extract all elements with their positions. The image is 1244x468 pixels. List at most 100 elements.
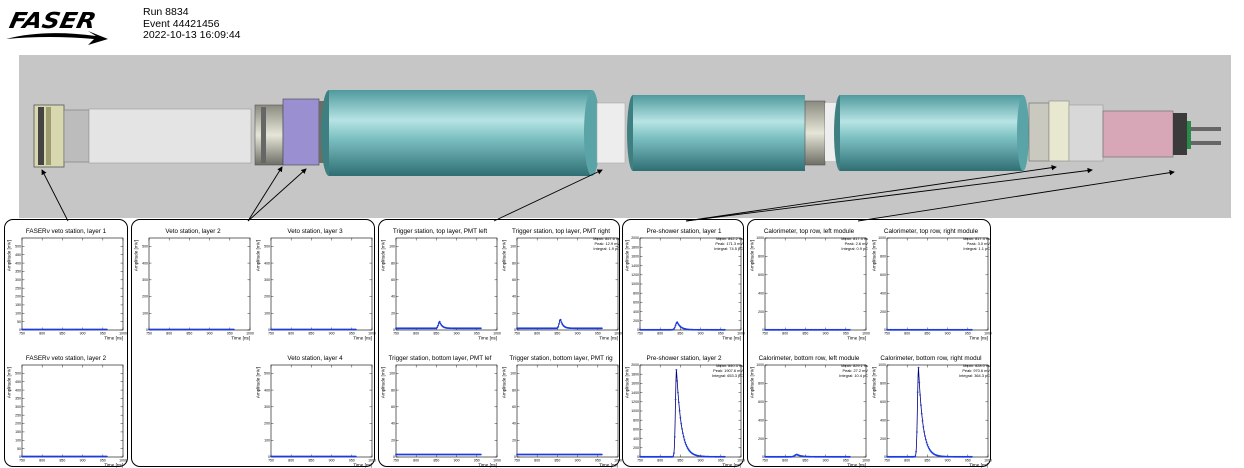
waveform-group: FASERν veto station, layer 1 0 50 100 150 200… bbox=[4, 219, 128, 468]
panel-title: Calorimeter, top row, right module bbox=[883, 228, 979, 235]
waveform-panel[interactable]: FASERν veto station, layer 2 0 50 100 150 200… bbox=[6, 355, 127, 468]
y-tick-label: 0 bbox=[514, 455, 516, 459]
waveform-panel[interactable]: Pre-shower station, layer 2 Mean: 840.3 n… bbox=[624, 355, 745, 468]
y-tick-label: 100 bbox=[389, 372, 395, 376]
x-axis-label: Time [ns] bbox=[599, 336, 618, 341]
y-tick-label: 400 bbox=[142, 261, 148, 265]
waveform-point bbox=[673, 452, 675, 455]
waveform-point bbox=[915, 450, 917, 453]
y-tick-label: 800 bbox=[758, 255, 764, 259]
plot-frame bbox=[764, 237, 867, 331]
y-tick-label: 20 bbox=[512, 438, 516, 442]
x-tick-label: 900 bbox=[207, 332, 213, 336]
x-tick-label: 750 bbox=[637, 459, 643, 463]
waveform-panel[interactable]: Calorimeter, bottom row, left module Mean… bbox=[749, 355, 870, 468]
waveform-panel[interactable]: Trigger station, bottom layer, PMT lef 0 2… bbox=[380, 355, 501, 468]
y-tick-label: 400 bbox=[758, 418, 764, 422]
waveform-panel[interactable]: Calorimeter, bottom row, right modul Mean… bbox=[871, 355, 992, 468]
y-tick-label: 400 bbox=[264, 261, 270, 265]
x-tick-label: 800 bbox=[782, 332, 788, 336]
y-tick-label: 0 bbox=[637, 328, 639, 332]
waveform-group: Veto station, layer 2 0 100 200 300 400 500 750… bbox=[131, 219, 376, 468]
x-tick-label: 800 bbox=[39, 459, 45, 463]
y-axis-label: Amplitude [mV] bbox=[625, 367, 630, 398]
y-tick-label: 0 bbox=[884, 455, 886, 459]
x-tick-label: 850 bbox=[802, 459, 808, 463]
y-tick-label: 200 bbox=[264, 295, 270, 299]
y-tick-label: 500 bbox=[264, 372, 270, 376]
y-tick-label: 800 bbox=[880, 382, 886, 386]
x-tick-label: 950 bbox=[100, 459, 106, 463]
x-tick-label: 850 bbox=[433, 332, 439, 336]
x-tick-label: 950 bbox=[349, 459, 355, 463]
y-tick-label: 600 bbox=[880, 400, 886, 404]
y-tick-label: 0 bbox=[884, 328, 886, 332]
x-tick-label: 850 bbox=[433, 459, 439, 463]
y-tick-label: 0 bbox=[637, 455, 639, 459]
panel-title: Pre-shower station, layer 1 bbox=[646, 228, 722, 235]
waveform-panel[interactable]: FASERν veto station, layer 1 0 50 100 150 200… bbox=[6, 228, 127, 341]
x-tick-label: 1000 bbox=[862, 459, 870, 463]
y-tick-label: 200 bbox=[264, 422, 270, 426]
x-tick-label: 850 bbox=[802, 332, 808, 336]
plot-frame bbox=[21, 364, 124, 458]
plot-frame bbox=[395, 237, 498, 331]
y-tick-label: 200 bbox=[633, 446, 639, 450]
waveform-point bbox=[928, 447, 930, 450]
stats-line: Peak: 171.3 mV bbox=[715, 240, 743, 246]
waveform-panel[interactable]: Calorimeter, top row, right module Mean: … bbox=[871, 228, 992, 341]
x-tick-label: 900 bbox=[945, 459, 951, 463]
y-axis-label: Amplitude [mV] bbox=[872, 240, 877, 271]
x-tick-label: 850 bbox=[677, 459, 683, 463]
x-axis-label: Time [ns] bbox=[478, 463, 497, 468]
stats-line: Mean: 857.6 ns bbox=[593, 236, 620, 241]
waveform-point bbox=[848, 455, 851, 458]
waveform-point bbox=[681, 432, 684, 435]
waveform-panel[interactable]: Veto station, layer 2 0 100 200 300 400 500 750… bbox=[133, 228, 254, 341]
stats-box: Mean: 829.1 ns Peak: 27.2 mV Integral: 10.… bbox=[839, 363, 868, 379]
waveform-panel[interactable]: Calorimeter, top row, left module Mean: 8… bbox=[749, 228, 870, 341]
waveform-point bbox=[684, 441, 687, 444]
waveform-panel[interactable]: Veto station, layer 3 0 100 200 300 400 500 750… bbox=[255, 228, 376, 341]
veto-stations bbox=[254, 98, 329, 166]
waveform-panel[interactable]: Trigger station, top layer, PMT left 0 20 4… bbox=[380, 228, 501, 341]
y-tick-label: 60 bbox=[512, 278, 516, 282]
waveform-point bbox=[437, 322, 440, 324]
y-tick-label: 80 bbox=[391, 388, 395, 392]
y-tick-label: 60 bbox=[391, 278, 395, 282]
waveform-point bbox=[479, 453, 482, 456]
x-tick-label: 950 bbox=[843, 459, 849, 463]
x-tick-label: 800 bbox=[288, 332, 294, 336]
y-tick-label: 1600 bbox=[631, 255, 639, 259]
waveform-panel[interactable]: Trigger station, top layer, PMT right Mea… bbox=[501, 228, 622, 341]
waveform-panel[interactable]: Trigger station, bottom layer, PMT rig 0 2… bbox=[501, 355, 622, 468]
waveform-panel[interactable]: Veto station, layer 4 0 100 200 300 400 500 750… bbox=[255, 355, 376, 468]
waveform-point bbox=[970, 455, 973, 458]
plot-frame bbox=[886, 364, 989, 458]
plot-frame bbox=[764, 364, 867, 458]
x-tick-label: 800 bbox=[904, 459, 910, 463]
y-tick-label: 400 bbox=[633, 437, 639, 441]
y-tick-label: 50 bbox=[17, 320, 21, 324]
y-tick-label: 1000 bbox=[631, 409, 639, 413]
y-tick-label: 600 bbox=[758, 400, 764, 404]
stats-line: Integral: 74.5 pC bbox=[714, 245, 743, 251]
y-tick-label: 2000 bbox=[631, 363, 639, 367]
stats-line: Peak: 3.0 mV bbox=[966, 240, 990, 246]
x-tick-label: 950 bbox=[474, 332, 480, 336]
y-tick-label: 200 bbox=[633, 319, 639, 323]
x-axis-label: Time [ns] bbox=[353, 463, 372, 468]
waveform-point bbox=[558, 322, 560, 325]
waveform-panel[interactable]: Pre-shower station, layer 1 Mean: 842.2 n… bbox=[624, 228, 745, 341]
waveform-point bbox=[560, 321, 563, 324]
x-tick-label: 900 bbox=[329, 459, 335, 463]
y-axis-label: Amplitude [mV] bbox=[134, 240, 139, 271]
waveform-point bbox=[232, 328, 235, 331]
plot-frame bbox=[395, 364, 498, 458]
x-tick-label: 800 bbox=[413, 332, 419, 336]
waveform-point bbox=[917, 366, 920, 369]
detector-view[interactable] bbox=[19, 55, 1231, 218]
waveform-point bbox=[848, 328, 851, 331]
y-tick-label: 450 bbox=[15, 253, 21, 257]
y-tick-label: 0 bbox=[762, 328, 764, 332]
